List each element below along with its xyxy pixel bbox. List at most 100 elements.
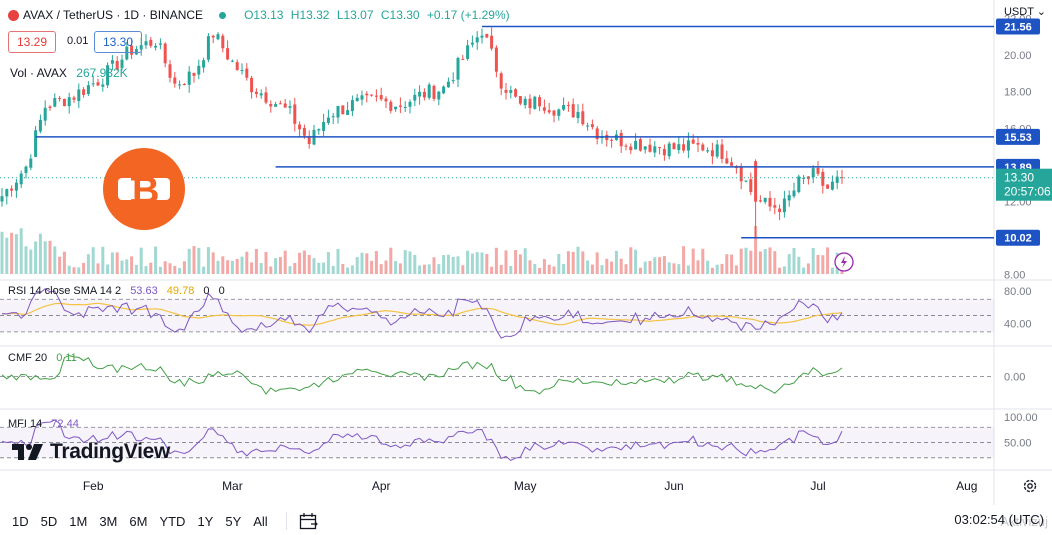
volume-bar	[480, 252, 484, 274]
volume-bar	[211, 252, 215, 274]
symbol-title: AVAX / TetherUS · 1D · BINANCE	[23, 8, 204, 22]
candle-body	[38, 119, 42, 132]
volume-bar	[682, 246, 686, 274]
gear-icon[interactable]	[1022, 478, 1038, 494]
cmf-tick-label: 0.00	[1004, 372, 1025, 384]
candle-body	[730, 162, 734, 166]
volume-bar	[490, 266, 494, 274]
calendar-range-icon[interactable]	[299, 512, 319, 530]
timeframe-5d[interactable]: 5D	[40, 513, 58, 529]
timeframe-1y[interactable]: 1Y	[197, 513, 214, 529]
candle-body	[792, 190, 796, 197]
close-value: C13.30	[380, 8, 420, 22]
volume-bar	[235, 258, 239, 274]
volume-bar	[72, 267, 76, 274]
volume-bar	[206, 247, 210, 274]
volume-bar	[149, 262, 153, 274]
volume-bar	[125, 259, 129, 274]
level-price-tag	[996, 128, 1040, 145]
timeframe-5y[interactable]: 5Y	[225, 513, 242, 529]
utc-clock[interactable]: 03:02:54 (UTC)	[954, 512, 1044, 527]
volume-bar	[830, 267, 834, 274]
buy-button[interactable]: 13.30	[94, 31, 142, 53]
volume-bar	[394, 261, 398, 274]
volume-bar	[566, 251, 570, 274]
timeframe-3m[interactable]: 3M	[99, 513, 118, 529]
candle-body	[490, 35, 494, 49]
volume-bar	[96, 263, 100, 274]
cmf-value: 0.11	[56, 352, 77, 364]
timeframe-1m[interactable]: 1M	[69, 513, 88, 529]
level-price-label: 10.02	[1004, 233, 1032, 245]
candle-body	[115, 60, 119, 70]
candle-body	[427, 84, 431, 98]
volume-bar	[29, 249, 33, 274]
candle-body	[120, 59, 124, 68]
candle-body	[782, 198, 786, 213]
volume-bar	[5, 237, 9, 274]
volume-bar	[226, 260, 230, 274]
svg-text:₿: ₿	[129, 170, 160, 212]
volume-bar	[672, 263, 676, 274]
candle-body	[384, 98, 388, 102]
candle-body	[648, 144, 652, 152]
volume-bar	[437, 264, 441, 274]
candle-body	[802, 177, 806, 179]
volume-legend[interactable]: Vol · AVAX 267.932K	[10, 66, 128, 80]
mfi-line	[1, 419, 843, 461]
timeframe-1d[interactable]: 1D	[12, 513, 29, 529]
volume-bar	[797, 256, 801, 274]
candle-body	[96, 82, 100, 86]
volume-bar	[427, 264, 431, 274]
market-status-icon	[219, 11, 227, 19]
volume-bar	[240, 256, 244, 274]
tradingview-logo[interactable]: TradingView	[12, 440, 170, 464]
candle-body	[91, 83, 95, 85]
volume-bar	[706, 260, 710, 274]
volume-bar	[811, 248, 815, 274]
symbol-legend[interactable]: AVAX / TetherUS · 1D · BINANCE O13.13 H1…	[8, 8, 514, 22]
candle-body	[542, 107, 546, 111]
candle-body	[514, 89, 518, 97]
currency-selector[interactable]: USDT ⌄	[1004, 5, 1046, 18]
volume-bar	[101, 246, 105, 274]
volume-bar	[86, 254, 90, 274]
volume-bar	[605, 258, 609, 274]
mfi-value: 72.44	[51, 418, 79, 430]
cmf-legend[interactable]: CMF 20 0.11	[8, 352, 77, 364]
candle-body	[533, 96, 537, 109]
mfi-legend[interactable]: MFI 14 72.44	[8, 418, 79, 430]
volume-bar	[730, 254, 734, 274]
candle-body	[413, 94, 417, 101]
timeframe-ytd[interactable]: YTD	[159, 513, 186, 529]
candle-body	[634, 140, 638, 150]
rsi-legend[interactable]: RSI 14 close SMA 14 2 53.63 49.78 0 0	[8, 285, 225, 297]
volume-bar	[38, 233, 42, 274]
candle-body	[317, 129, 321, 131]
volume-bar	[283, 250, 287, 274]
candle-body	[355, 97, 359, 102]
candle-body	[269, 104, 273, 107]
candle-body	[787, 195, 791, 201]
change-value: +0.17 (+1.29%)	[426, 8, 510, 22]
volume-bar	[648, 261, 652, 274]
volume-bar	[514, 250, 518, 274]
candle-body	[499, 73, 503, 89]
volume-bar	[509, 265, 513, 274]
activation-watermark: Aktivizuj	[1000, 514, 1048, 529]
candle-body	[826, 184, 830, 189]
timeframe-6m[interactable]: 6M	[129, 513, 148, 529]
candle-body	[638, 139, 642, 151]
candle-body	[432, 85, 436, 99]
candle-body	[456, 57, 460, 80]
candle-body	[278, 103, 282, 105]
volume-bar	[307, 255, 311, 274]
timeframe-all[interactable]: All	[253, 513, 268, 529]
candle-body	[226, 48, 230, 60]
volume-bar	[816, 254, 820, 274]
volume-bar	[250, 262, 254, 274]
sell-button[interactable]: 13.29	[8, 31, 56, 53]
time-tick-label: Aug	[956, 479, 977, 493]
volume-bar	[821, 255, 825, 274]
